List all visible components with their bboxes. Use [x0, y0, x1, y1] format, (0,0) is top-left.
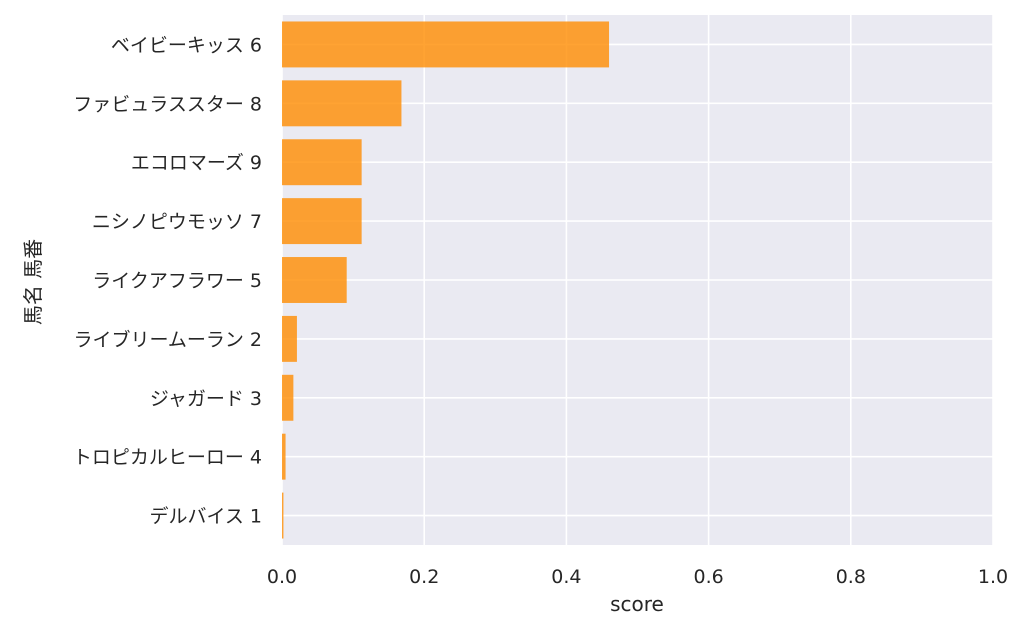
y-tick-label: ライクアフラワー 5	[92, 270, 262, 292]
x-tick-label: 0.0	[267, 566, 297, 588]
x-tick-label: 0.6	[693, 566, 723, 588]
x-tick-label: 1.0	[978, 566, 1008, 588]
y-tick-label: ジャガード 3	[150, 388, 262, 410]
x-axis-label: score	[610, 592, 664, 616]
bars	[282, 21, 610, 539]
y-axis-label: 馬名 馬番	[21, 239, 45, 325]
bar	[282, 315, 297, 362]
x-tick-labels: 0.0 0.2 0.4 0.6 0.8 1.0	[267, 566, 1008, 588]
y-tick-label: トロピカルヒーロー 4	[73, 447, 262, 469]
bar	[282, 492, 284, 539]
y-tick-label: デルバイス 1	[149, 506, 262, 528]
bar	[282, 198, 362, 245]
x-tick-label: 0.2	[409, 566, 439, 588]
y-tick-label: ニシノピウモッソ 7	[92, 211, 262, 233]
y-tick-label: エコロマーズ 9	[131, 152, 262, 174]
y-tick-label: ライブリームーラン 2	[73, 328, 262, 351]
x-tick-label: 0.4	[551, 566, 581, 588]
y-tick-label: ベイビーキッス 6	[111, 34, 262, 56]
y-tick-label: ファビュラススター 8	[73, 93, 262, 115]
bar	[282, 374, 294, 421]
x-tick-label: 0.8	[836, 566, 866, 588]
bar	[282, 80, 402, 127]
bar	[282, 257, 347, 303]
y-tick-labels: ベイビーキッス 6 ファビュラススター 8 エコロマーズ 9 ニシノピウモッソ 7 ライ…	[73, 34, 262, 527]
bar	[282, 139, 362, 186]
bar	[282, 21, 610, 68]
bar	[282, 433, 286, 480]
